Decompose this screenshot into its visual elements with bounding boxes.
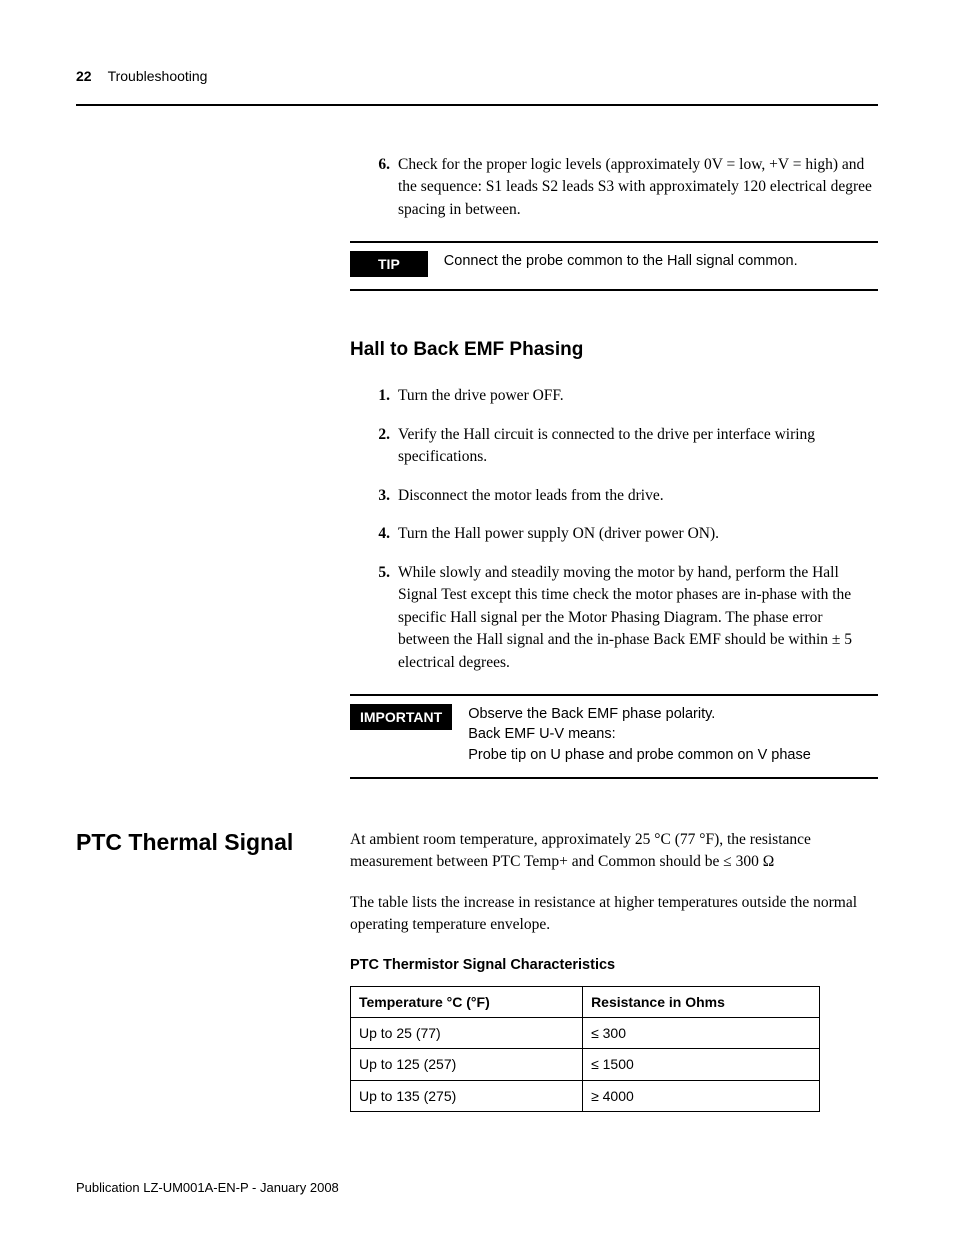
item-text: Verify the Hall circuit is connected to … bbox=[398, 424, 878, 469]
item-text: Turn the Hall power supply ON (driver po… bbox=[398, 523, 878, 545]
tip-badge: TIP bbox=[350, 251, 428, 277]
item-number: 2. bbox=[370, 424, 398, 469]
important-line1: Observe the Back EMF phase polarity. bbox=[468, 706, 715, 722]
publication-footer: Publication LZ-UM001A-EN-P - January 200… bbox=[76, 1180, 339, 1195]
item-text: Disconnect the motor leads from the driv… bbox=[398, 485, 878, 507]
ptc-para2: The table lists the increase in resistan… bbox=[350, 892, 878, 937]
table-row: Up to 125 (257) ≤ 1500 bbox=[351, 1049, 820, 1080]
important-text: Observe the Back EMF phase polarity. Bac… bbox=[468, 704, 878, 765]
table-row: Up to 135 (275) ≥ 4000 bbox=[351, 1080, 820, 1111]
ptc-section: PTC Thermal Signal At ambient room tempe… bbox=[76, 829, 878, 1112]
section-title: Troubleshooting bbox=[108, 68, 208, 84]
item-text: While slowly and steadily moving the mot… bbox=[398, 562, 878, 674]
item-number: 1. bbox=[370, 385, 398, 407]
tip-text: Connect the probe common to the Hall sig… bbox=[444, 251, 878, 271]
table-col-temperature: Temperature °C (°F) bbox=[351, 986, 583, 1017]
item-number: 5. bbox=[370, 562, 398, 674]
ptc-para1: At ambient room temperature, approximate… bbox=[350, 829, 878, 874]
item-number: 3. bbox=[370, 485, 398, 507]
list-item: 3. Disconnect the motor leads from the d… bbox=[370, 485, 878, 507]
item-number: 6. bbox=[370, 154, 398, 221]
table-cell: Up to 25 (77) bbox=[351, 1018, 583, 1049]
table-cell: Up to 135 (275) bbox=[351, 1080, 583, 1111]
page-header: 22 Troubleshooting bbox=[76, 68, 878, 84]
main-content: 6. Check for the proper logic levels (ap… bbox=[350, 154, 878, 779]
important-callout: IMPORTANT Observe the Back EMF phase pol… bbox=[350, 694, 878, 779]
table-col-resistance: Resistance in Ohms bbox=[583, 986, 820, 1017]
ptc-table: Temperature °C (°F) Resistance in Ohms U… bbox=[350, 986, 820, 1112]
table-header-row: Temperature °C (°F) Resistance in Ohms bbox=[351, 986, 820, 1017]
list-item: 4. Turn the Hall power supply ON (driver… bbox=[370, 523, 878, 545]
table-cell: ≥ 4000 bbox=[583, 1080, 820, 1111]
subheading-hall-back-emf: Hall to Back EMF Phasing bbox=[350, 339, 878, 361]
important-line2: Back EMF U-V means: bbox=[468, 726, 615, 742]
list-item: 5. While slowly and steadily moving the … bbox=[370, 562, 878, 674]
header-rule bbox=[76, 104, 878, 106]
ptc-content: At ambient room temperature, approximate… bbox=[350, 829, 878, 1112]
table-row: Up to 25 (77) ≤ 300 bbox=[351, 1018, 820, 1049]
page-number: 22 bbox=[76, 68, 92, 84]
list-item-6: 6. Check for the proper logic levels (ap… bbox=[370, 154, 878, 221]
table-cell: Up to 125 (257) bbox=[351, 1049, 583, 1080]
side-heading-ptc: PTC Thermal Signal bbox=[76, 829, 350, 856]
tip-callout: TIP Connect the probe common to the Hall… bbox=[350, 241, 878, 291]
important-line3: Probe tip on U phase and probe common on… bbox=[468, 747, 811, 763]
item-text: Check for the proper logic levels (appro… bbox=[398, 154, 878, 221]
table-title: PTC Thermistor Signal Characteristics bbox=[350, 955, 878, 976]
important-badge: IMPORTANT bbox=[350, 704, 452, 730]
item-text: Turn the drive power OFF. bbox=[398, 385, 878, 407]
table-cell: ≤ 300 bbox=[583, 1018, 820, 1049]
table-cell: ≤ 1500 bbox=[583, 1049, 820, 1080]
list-item: 2. Verify the Hall circuit is connected … bbox=[370, 424, 878, 469]
item-number: 4. bbox=[370, 523, 398, 545]
list-item: 1. Turn the drive power OFF. bbox=[370, 385, 878, 407]
